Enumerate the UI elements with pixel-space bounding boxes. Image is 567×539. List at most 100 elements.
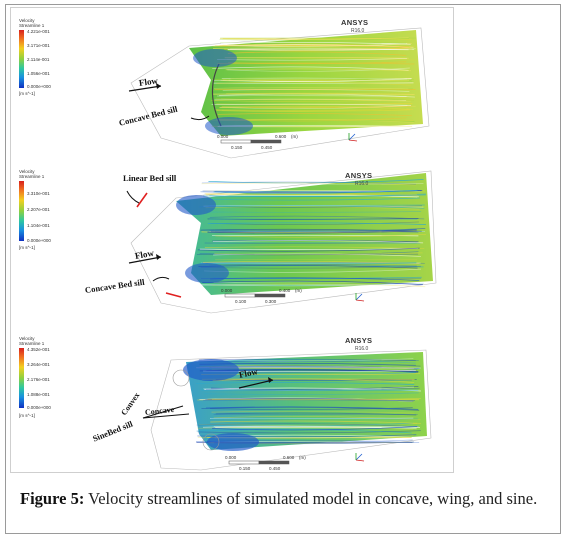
color-legend: Velocity Streamline 1 4.352e-001 3.264e-… bbox=[19, 336, 81, 418]
legend-colorbar bbox=[19, 181, 24, 241]
axis-triad-icon bbox=[355, 453, 365, 462]
streamline bbox=[212, 283, 426, 288]
streamline bbox=[216, 95, 407, 97]
legend-tick: 1.088e-001 bbox=[27, 392, 50, 397]
streamline bbox=[208, 205, 423, 208]
scale-bar bbox=[228, 460, 290, 465]
legend-title: Velocity bbox=[19, 169, 35, 174]
streamline bbox=[204, 392, 419, 395]
streamline bbox=[215, 233, 426, 238]
scale-label: 0.000 bbox=[217, 134, 229, 139]
streamline bbox=[198, 358, 416, 361]
streamline bbox=[213, 189, 418, 194]
streamline bbox=[215, 108, 409, 111]
streamline bbox=[207, 222, 426, 225]
streamline bbox=[206, 211, 422, 213]
streamline bbox=[215, 359, 416, 364]
streamline bbox=[198, 183, 424, 185]
scale-label: 0.150 bbox=[231, 145, 243, 150]
legend-tick: 3.264e-001 bbox=[27, 362, 50, 367]
streamline bbox=[200, 265, 421, 269]
legend-subtitle: Streamline 1 bbox=[19, 174, 45, 179]
legend-subtitle: Streamline 1 bbox=[19, 23, 45, 28]
streamline bbox=[217, 62, 415, 65]
streamline bbox=[196, 382, 415, 385]
streamline bbox=[212, 93, 415, 95]
axis-triad-icon bbox=[355, 293, 365, 302]
streamline bbox=[202, 280, 423, 285]
figure-caption: Figure 5: Velocity streamlines of simula… bbox=[20, 486, 560, 511]
streamline bbox=[224, 57, 409, 59]
figure-frame: Velocity Streamline 1 4.221e-001 3.171e-… bbox=[5, 4, 561, 534]
legend-subtitle: Streamline 1 bbox=[19, 341, 45, 346]
panel-wing: Velocity Streamline 1 3.310e-001 2.207e-… bbox=[11, 163, 453, 331]
flow-field bbox=[186, 352, 427, 450]
streamline bbox=[226, 79, 414, 83]
concave-arrow bbox=[142, 413, 190, 419]
streamline bbox=[221, 105, 412, 109]
legend-tick: 0.000e+000 bbox=[27, 405, 51, 410]
streamline bbox=[207, 217, 419, 220]
color-legend: Velocity Streamline 1 4.221e-001 3.171e-… bbox=[19, 18, 81, 96]
scale-label: 0.600 bbox=[283, 455, 295, 460]
flow-arrow bbox=[238, 379, 274, 389]
scale-label: 0.150 bbox=[239, 466, 251, 471]
streamline bbox=[203, 204, 424, 208]
streamline bbox=[208, 195, 419, 198]
streamline bbox=[212, 45, 415, 48]
streamline-plot bbox=[126, 170, 437, 314]
streamline bbox=[216, 109, 411, 112]
streamline bbox=[200, 282, 425, 287]
streamline bbox=[222, 89, 410, 92]
streamline bbox=[220, 42, 411, 45]
sill-arrow bbox=[152, 276, 170, 282]
streamline bbox=[210, 420, 421, 424]
scale-label: 0.450 bbox=[269, 466, 281, 471]
streamline bbox=[212, 240, 424, 244]
scale-label: (m) bbox=[291, 134, 298, 139]
concave-sill-mark bbox=[165, 292, 182, 298]
scale-label: 0.100 bbox=[235, 299, 247, 304]
figure-image: Velocity Streamline 1 4.221e-001 3.171e-… bbox=[10, 7, 454, 473]
streamline bbox=[202, 358, 414, 362]
scale-label: (m) bbox=[299, 455, 306, 460]
streamline-plot bbox=[142, 349, 432, 471]
linear-bed-sill-label: Linear Bed sill bbox=[123, 173, 177, 183]
streamline bbox=[213, 242, 421, 245]
channel-outline bbox=[150, 349, 432, 471]
streamline bbox=[199, 251, 419, 256]
scale-bar bbox=[220, 139, 282, 144]
linear-sill-arrow bbox=[126, 190, 140, 204]
streamline bbox=[220, 96, 414, 101]
streamline bbox=[216, 81, 412, 86]
legend-tick: 2.114e-001 bbox=[27, 57, 50, 62]
streamline bbox=[212, 66, 409, 71]
streamline bbox=[204, 268, 422, 273]
streamline bbox=[198, 265, 418, 269]
streamline bbox=[199, 248, 419, 251]
streamline bbox=[197, 247, 420, 252]
vortex-top bbox=[183, 359, 239, 381]
ansys-logo: ANSYS bbox=[341, 18, 369, 27]
legend-tick: 0.000e+000 bbox=[27, 84, 51, 89]
streamline bbox=[220, 37, 409, 40]
vortex-top bbox=[193, 49, 237, 67]
sill-arrow bbox=[190, 115, 210, 121]
streamline bbox=[198, 283, 426, 287]
streamline-plot bbox=[128, 27, 430, 159]
legend-tick: 2.176e-001 bbox=[27, 377, 50, 382]
streamline bbox=[226, 92, 410, 95]
streamline bbox=[202, 194, 426, 198]
legend-title: Velocity bbox=[19, 336, 35, 341]
streamline bbox=[212, 378, 415, 383]
scale-label: 0.400 bbox=[279, 288, 291, 293]
vortex-bottom bbox=[185, 263, 229, 283]
streamlines bbox=[196, 179, 426, 288]
vortex-top bbox=[176, 195, 216, 215]
streamline bbox=[225, 68, 412, 72]
streamline bbox=[227, 51, 407, 56]
streamlines bbox=[211, 37, 416, 128]
legend-unit: [m s^-1] bbox=[19, 413, 35, 418]
streamline bbox=[213, 47, 412, 50]
scale-label: 0.600 bbox=[275, 134, 287, 139]
